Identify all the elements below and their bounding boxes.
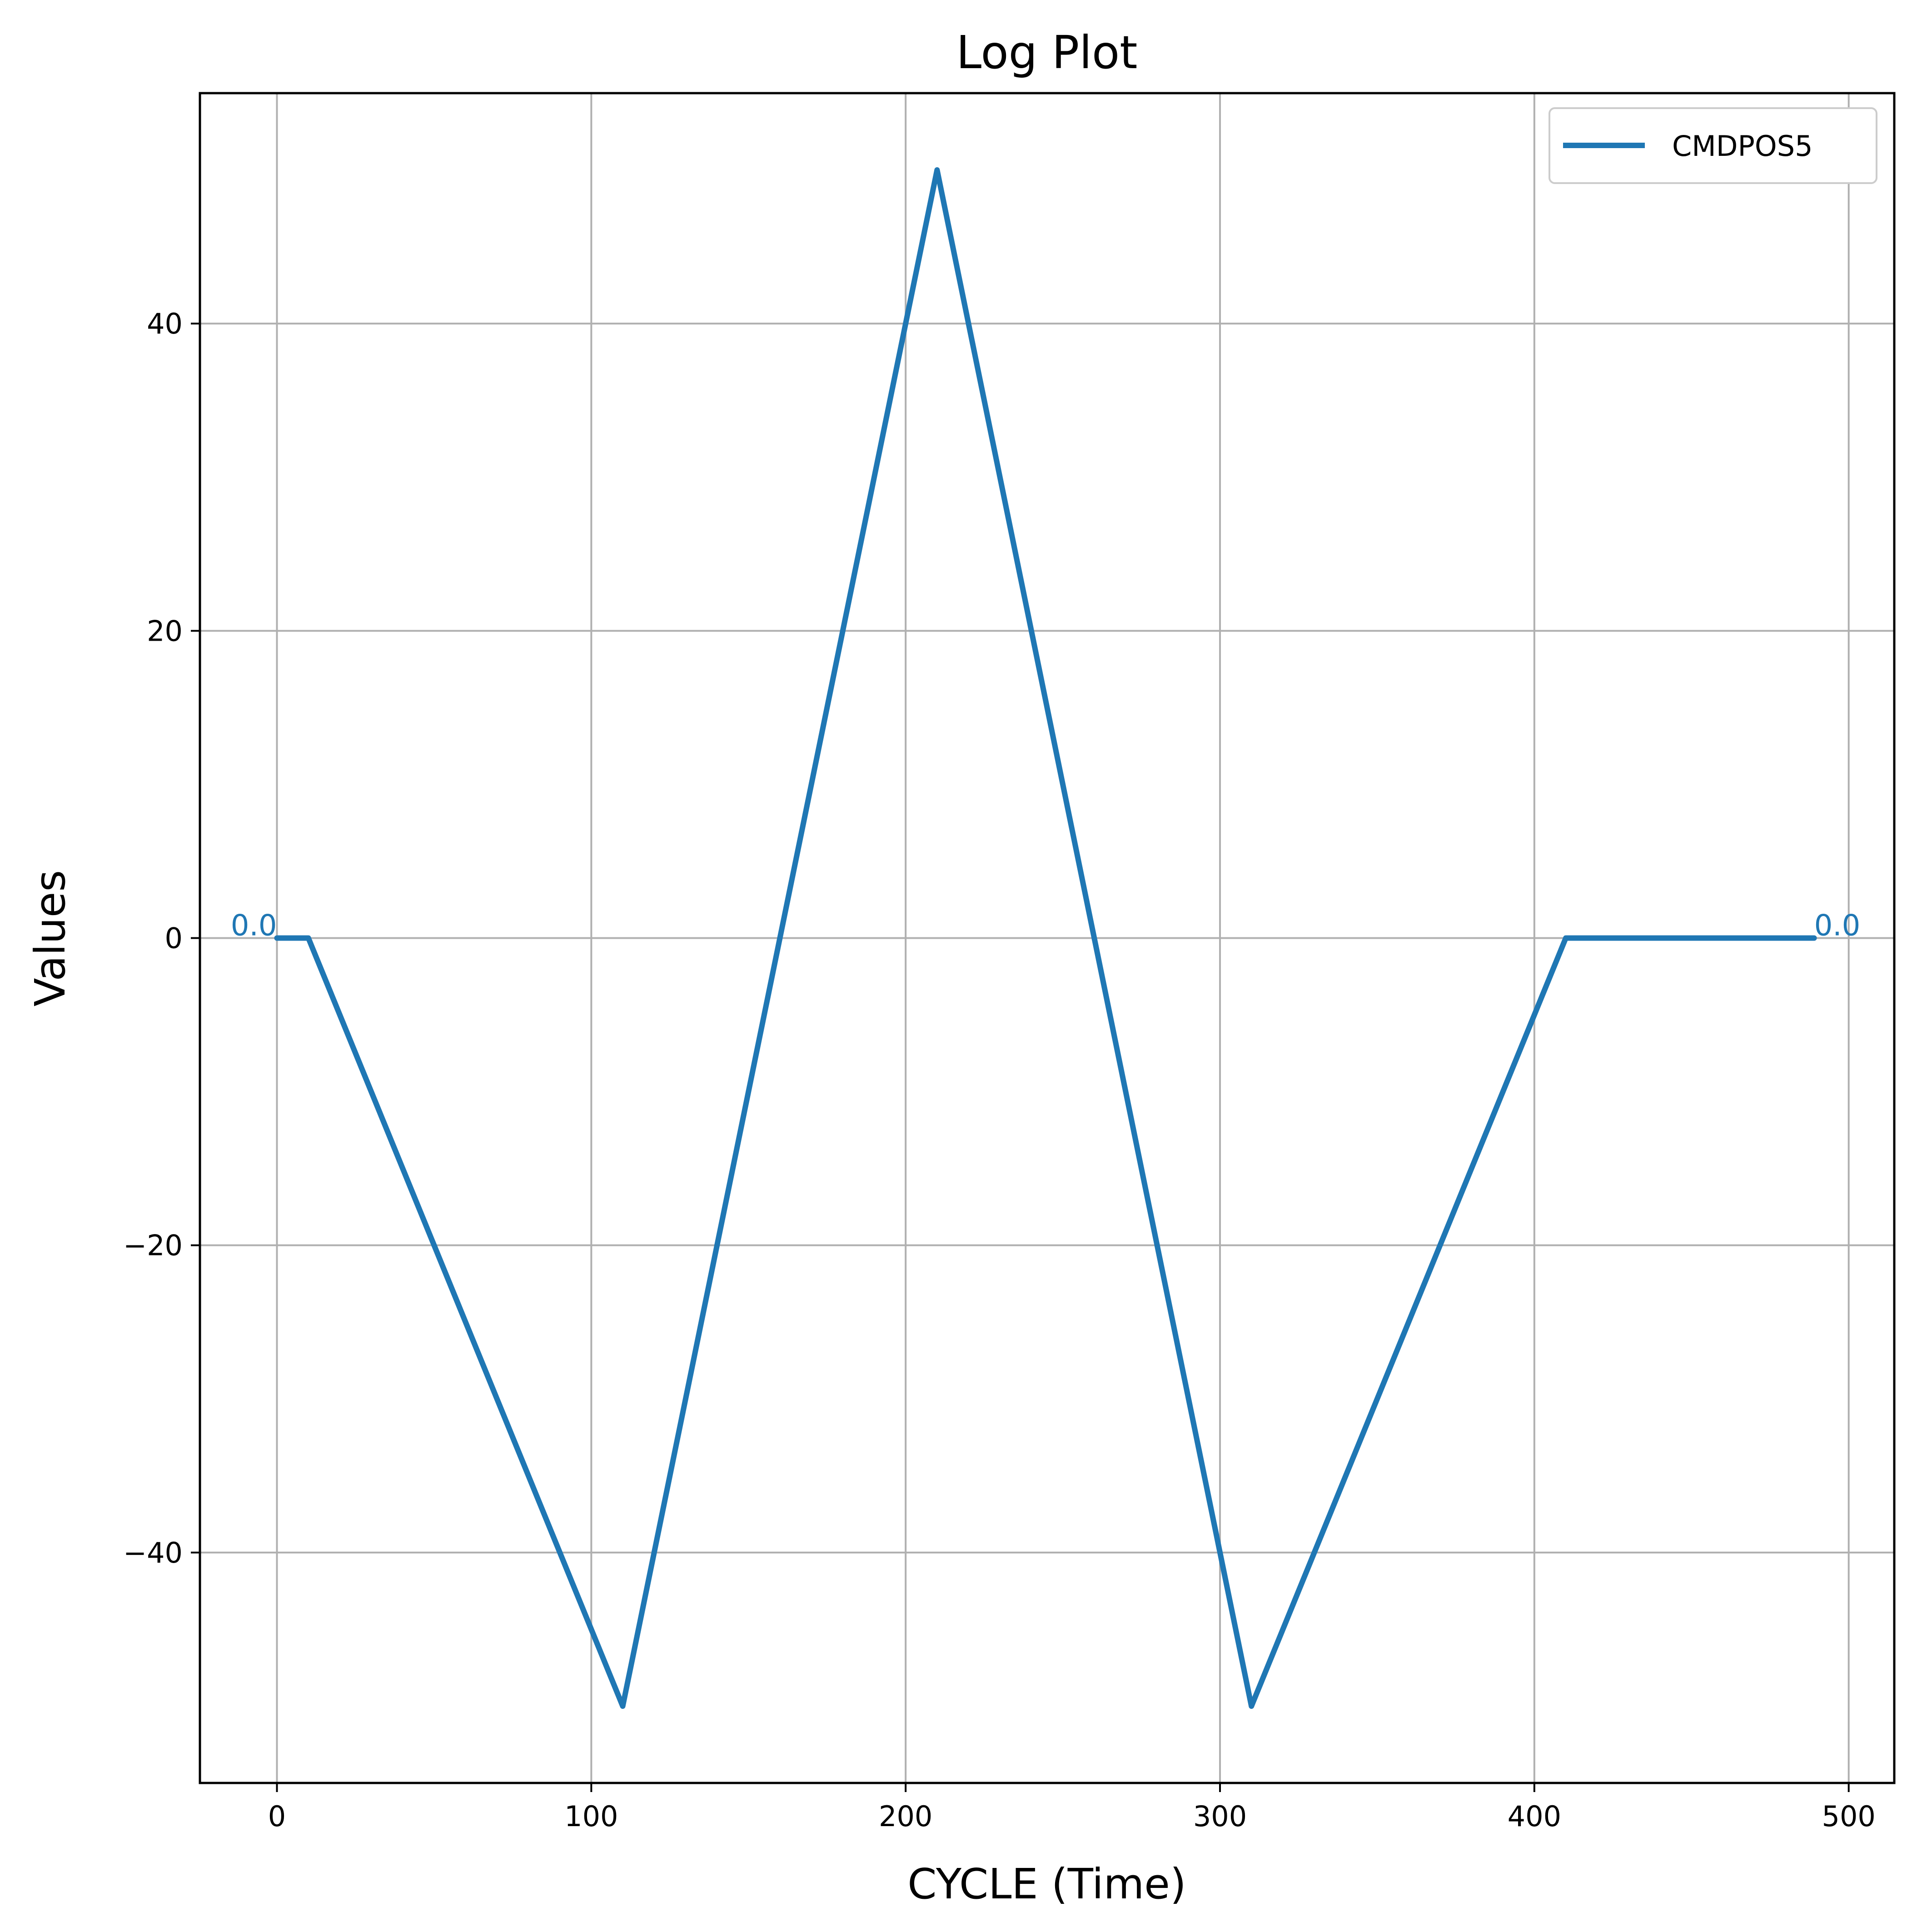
x-axis: 0 100 200 300 400 500 [268,1783,1876,1833]
x-tick-label: 500 [1822,1800,1876,1833]
x-tick-label: 200 [879,1800,932,1833]
y-tick-label: −40 [123,1536,183,1569]
chart-title: Log Plot [956,26,1138,79]
x-tick-label: 300 [1193,1800,1247,1833]
y-tick-label: −20 [123,1229,183,1262]
legend: CMDPOS5 [1549,107,1877,184]
legend-label-cmdpos5: CMDPOS5 [1672,129,1813,163]
value-annotation: 0.0 [231,909,277,943]
x-tick-label: 0 [268,1800,286,1833]
series-line-cmdpos5 [274,167,1817,1709]
y-axis-label: Values [26,870,75,1007]
y-tick-label: 0 [165,922,183,955]
x-tick-label: 100 [564,1800,618,1833]
annotations-layer: 0.0 0.0 [231,909,1861,943]
series-layer [274,167,1817,1709]
grid [200,93,1894,1783]
x-axis-label: CYCLE (Time) [907,1860,1186,1908]
y-tick-label: 20 [147,614,183,647]
y-axis: −40 −20 0 20 40 [123,307,200,1569]
legend-box [1549,107,1877,184]
x-tick-label: 400 [1508,1800,1561,1833]
y-tick-label: 40 [147,307,183,340]
value-annotation: 0.0 [1814,909,1861,943]
